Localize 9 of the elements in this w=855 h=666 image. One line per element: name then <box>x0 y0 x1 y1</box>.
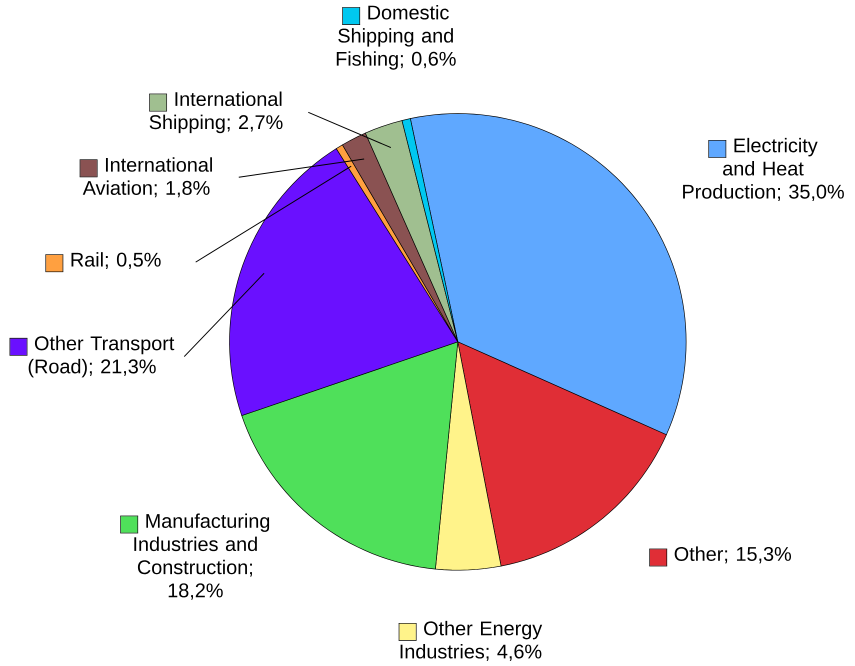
legend-label: International Shipping; 2,7% <box>150 92 283 134</box>
legend-label: Manufacturing Industries and Construction; 18,2% <box>134 514 270 600</box>
legend-label: Rail; 0,5% <box>72 252 161 270</box>
legend-label: Electricity and Heat Production; 35,0% <box>683 138 844 202</box>
legend-label: Other Energy Industries; 4,6% <box>400 620 542 661</box>
legend-label: Other; 15,3% <box>674 546 791 564</box>
legend-label: Domestic Shipping and Fishing; 0,6% <box>336 5 456 70</box>
legend-label: Other Transport (Road); 21,3% <box>28 336 174 378</box>
legend-label: International Aviation; 1,8% <box>82 157 212 198</box>
